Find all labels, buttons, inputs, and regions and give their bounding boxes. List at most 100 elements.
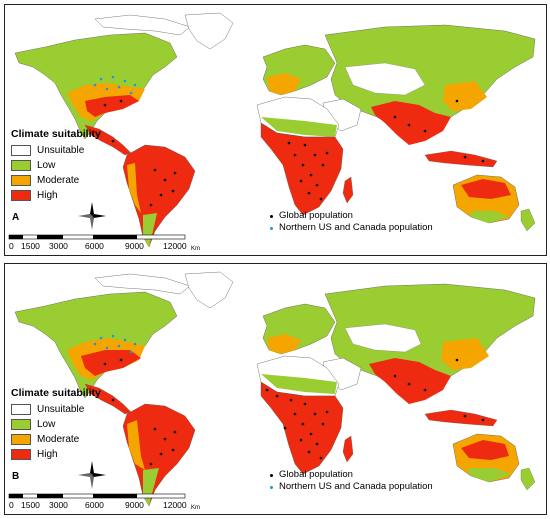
legend-item-unsuitable: Unsuitable	[11, 143, 131, 158]
scale-tick: 3000	[49, 500, 68, 510]
population-legend-northern: Northern US and Canada population	[268, 222, 433, 234]
global-population-points	[103, 358, 485, 466]
scale-tick: 9000	[125, 500, 144, 510]
madagascar	[342, 435, 354, 463]
north-arrow-icon	[78, 202, 106, 230]
australia-low	[471, 211, 509, 223]
panel-label: B	[12, 471, 20, 482]
legend-item-low: Low	[11, 158, 131, 173]
legend-label: Low	[37, 419, 56, 430]
scale-tick: 1500	[21, 241, 40, 251]
legend-item-moderate: Moderate	[11, 432, 131, 447]
legend-label: High	[37, 190, 58, 201]
south-asia-high	[369, 358, 451, 404]
legend-title: Climate suitability	[11, 128, 101, 140]
legend-label: Unsuitable	[37, 404, 85, 415]
legend-label: Unsuitable	[37, 145, 85, 156]
legend-item-low: Low	[11, 417, 131, 432]
legend-label: Moderate	[37, 175, 80, 186]
central-america	[84, 124, 132, 156]
legend-item-high: High	[11, 188, 131, 203]
legend-item-unsuitable: Unsuitable	[11, 402, 131, 417]
europe-moderate	[267, 73, 301, 95]
africa-south	[260, 381, 344, 475]
scale-unit: Km	[191, 505, 200, 511]
central-america	[84, 383, 132, 415]
australia-low	[467, 468, 511, 482]
south-asia-high	[371, 101, 451, 145]
scale-bar	[8, 493, 186, 499]
dot-icon	[270, 485, 273, 489]
south-america	[122, 144, 196, 248]
east-asia-moderate	[443, 81, 487, 111]
scale-unit: Km	[191, 246, 200, 252]
global-population-points	[103, 99, 485, 207]
low-swatch	[11, 160, 31, 171]
indonesia	[424, 150, 498, 168]
climate-legend: Climate suitability Unsuitable Low Moder…	[11, 128, 131, 203]
usa-high	[85, 95, 139, 117]
scale-tick: 1500	[21, 500, 40, 510]
madagascar	[342, 176, 354, 204]
australia-high	[461, 179, 511, 199]
central-asia-unsuitable	[344, 323, 422, 353]
andes-moderate	[127, 163, 141, 213]
new-zealand	[520, 467, 536, 491]
greenland	[184, 271, 234, 309]
scale-tick: 12000	[163, 241, 187, 251]
europe-moderate	[267, 334, 301, 354]
scale-bar	[8, 234, 186, 240]
climate-legend: Climate suitability Unsuitable Low Moder…	[11, 387, 131, 462]
northern-population-points	[93, 334, 137, 354]
map-panel-a: Climate suitability Unsuitable Low Moder…	[4, 4, 547, 256]
population-label: Global population	[279, 210, 353, 221]
arctic-islands	[94, 14, 191, 36]
high-swatch	[11, 190, 31, 201]
central-asia-unsuitable	[344, 62, 426, 96]
north-arrow-icon	[78, 461, 106, 489]
northern-population-points	[93, 75, 137, 95]
andes-moderate	[127, 420, 145, 470]
scale-tick: 9000	[125, 241, 144, 251]
legend-item-moderate: Moderate	[11, 173, 131, 188]
world-map-b	[14, 271, 536, 507]
africa-sahel-low	[261, 117, 337, 137]
moderate-swatch	[11, 175, 31, 186]
population-legend: Global population Northern US and Canada…	[268, 210, 433, 234]
population-label: Global population	[279, 469, 353, 480]
new-zealand	[520, 208, 536, 232]
legend-label: Low	[37, 160, 56, 171]
east-asia-moderate	[441, 338, 489, 370]
indonesia	[424, 409, 498, 427]
scale-tick: 0	[9, 241, 14, 251]
population-label: Northern US and Canada population	[279, 481, 433, 492]
dot-icon	[270, 226, 273, 230]
unsuitable-swatch	[11, 145, 31, 156]
unsuitable-swatch	[11, 404, 31, 415]
moderate-swatch	[11, 434, 31, 445]
usa-high	[81, 350, 141, 376]
arctic-islands	[94, 273, 191, 295]
low-swatch	[11, 419, 31, 430]
map-panel-b: Climate suitability Unsuitable Low Moder…	[4, 263, 547, 515]
africa-sahel-low	[261, 374, 337, 394]
scale-tick: 6000	[85, 241, 104, 251]
legend-label: Moderate	[37, 434, 80, 445]
scale-tick: 3000	[49, 241, 68, 251]
population-legend-global: Global population	[268, 210, 433, 222]
legend-title: Climate suitability	[11, 387, 101, 399]
scale-tick: 12000	[163, 500, 187, 510]
scale-tick: 0	[9, 500, 14, 510]
australia-high	[461, 440, 509, 460]
legend-item-high: High	[11, 447, 131, 462]
dot-icon	[270, 473, 273, 477]
population-legend-global: Global population	[268, 469, 433, 481]
population-label: Northern US and Canada population	[279, 222, 433, 233]
population-legend-northern: Northern US and Canada population	[268, 481, 433, 493]
greenland	[184, 12, 234, 50]
panel-label: A	[12, 212, 20, 223]
world-map-a	[14, 12, 536, 248]
high-swatch	[11, 449, 31, 460]
population-legend: Global population Northern US and Canada…	[268, 469, 433, 493]
south-america	[122, 403, 196, 507]
